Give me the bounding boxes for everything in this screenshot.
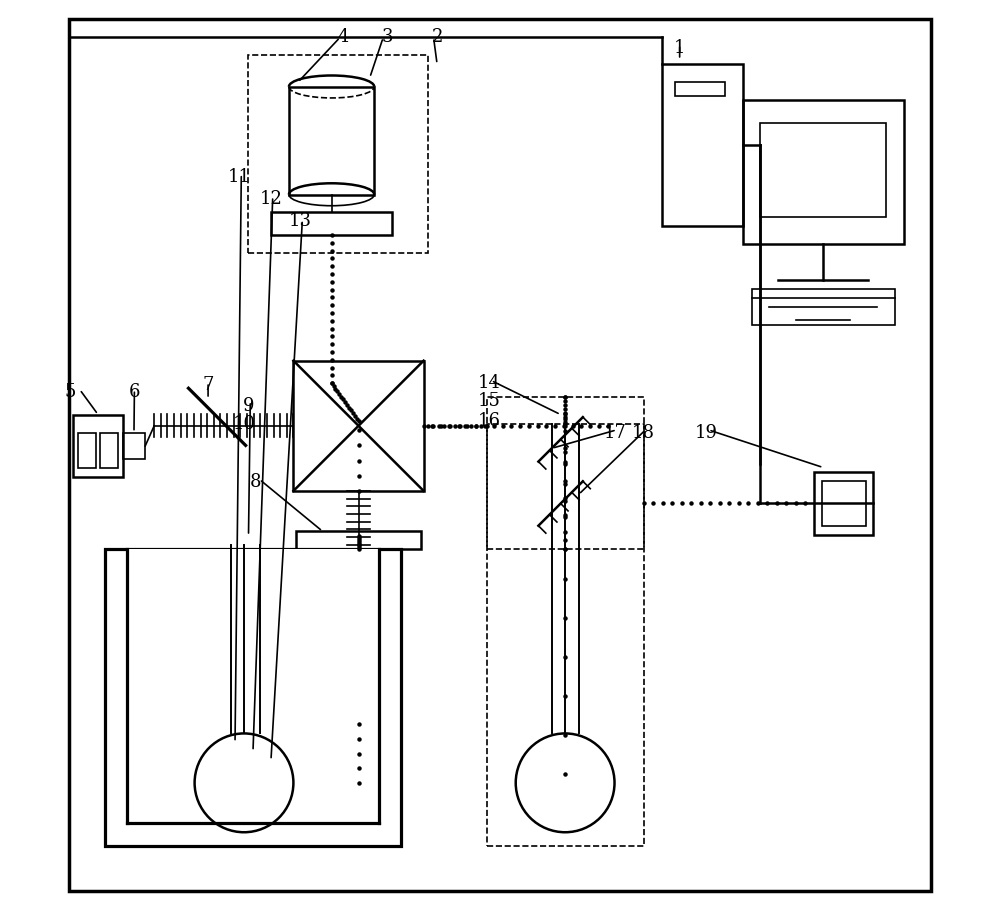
- Text: 14: 14: [478, 374, 501, 392]
- Bar: [487, 396, 644, 550]
- Text: 19: 19: [695, 423, 718, 441]
- Text: 10: 10: [233, 414, 256, 432]
- Bar: [752, 289, 895, 324]
- Text: 17: 17: [604, 423, 626, 441]
- Bar: [73, 414, 123, 478]
- Text: 2: 2: [431, 28, 443, 46]
- Text: 13: 13: [289, 213, 312, 231]
- Text: 9: 9: [243, 396, 254, 414]
- Text: 5: 5: [65, 383, 76, 401]
- Text: 12: 12: [260, 190, 282, 208]
- Bar: [743, 100, 904, 244]
- Bar: [248, 55, 428, 253]
- Text: 8: 8: [250, 473, 261, 491]
- Text: 18: 18: [632, 423, 655, 441]
- Bar: [293, 360, 424, 491]
- Bar: [105, 550, 401, 846]
- Text: 1: 1: [674, 39, 685, 57]
- Bar: [289, 86, 374, 195]
- Text: 11: 11: [228, 168, 251, 186]
- Text: 7: 7: [202, 376, 214, 394]
- Bar: [760, 123, 886, 217]
- Bar: [487, 423, 644, 846]
- Bar: [814, 472, 873, 535]
- Text: 4: 4: [337, 28, 348, 46]
- Text: 15: 15: [478, 392, 501, 410]
- Bar: [662, 64, 743, 226]
- Bar: [100, 432, 118, 469]
- Text: 3: 3: [382, 28, 393, 46]
- Bar: [78, 432, 96, 469]
- Text: 6: 6: [129, 383, 140, 401]
- Bar: [123, 432, 145, 460]
- Bar: [271, 213, 392, 235]
- Bar: [822, 481, 866, 526]
- Text: 16: 16: [478, 412, 501, 430]
- Bar: [675, 82, 725, 96]
- Bar: [296, 532, 421, 550]
- Bar: [127, 550, 379, 824]
